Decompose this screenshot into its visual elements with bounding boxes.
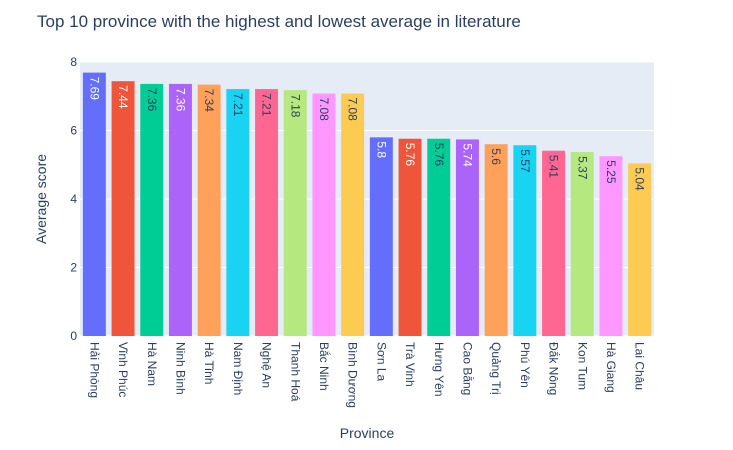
bar-value-label: 7.36: [145, 88, 159, 112]
bar-value-label: 5.6: [489, 148, 503, 165]
y-axis-ticks: 0 2 4 6 8: [70, 55, 77, 343]
bar-value-label: 5.41: [547, 155, 561, 179]
bar[interactable]: [140, 83, 164, 336]
bar-value-label: 7.36: [173, 88, 187, 112]
x-tick-label: Bắc Ninh: [317, 342, 332, 391]
chart-title: Top 10 province with the highest and low…: [37, 12, 521, 31]
x-tick-label: Hà Tĩnh: [202, 342, 216, 384]
bar-value-label: 7.18: [288, 94, 302, 118]
bar-value-label: 5.74: [460, 143, 474, 167]
bar[interactable]: [226, 89, 250, 337]
bar[interactable]: [341, 93, 365, 336]
bar[interactable]: [111, 81, 135, 337]
bar-value-label: 7.44: [116, 85, 130, 109]
x-tick-label: Nghệ An: [260, 342, 274, 388]
x-tick-label: Kon Tum: [575, 342, 589, 390]
bar-value-label: 5.37: [575, 156, 589, 180]
bar-value-label: 5.8: [374, 141, 388, 158]
bar-value-label: 5.04: [633, 167, 647, 191]
bar[interactable]: [570, 152, 594, 336]
x-axis-ticks: Hải Phòng Vĩnh Phúc Hà Nam Ninh Bình Hà Tĩnh…: [87, 342, 646, 408]
x-tick-label: Ninh Bình: [173, 342, 187, 395]
y-tick-label: 2: [70, 261, 77, 275]
x-tick-label: Cao Bằng: [460, 342, 475, 395]
bar[interactable]: [369, 137, 393, 336]
bars: [82, 72, 652, 337]
bar[interactable]: [197, 84, 221, 336]
bar[interactable]: [398, 138, 422, 336]
bar[interactable]: [542, 150, 566, 336]
y-axis-title: Average score: [33, 154, 49, 244]
x-tick-label: Sơn La: [374, 342, 388, 382]
bar[interactable]: [168, 83, 192, 336]
bar[interactable]: [484, 144, 508, 336]
bar-value-label: 7.21: [260, 93, 274, 117]
bar-value-label: 5.25: [604, 160, 618, 184]
x-tick-label: Quảng Trị: [489, 342, 503, 395]
x-tick-label: Hà Giang: [604, 342, 618, 393]
y-tick-label: 4: [70, 192, 77, 206]
y-tick-label: 0: [70, 329, 77, 343]
x-axis-title: Province: [340, 425, 395, 441]
x-tick-label: Phú Yên: [518, 342, 532, 388]
bar[interactable]: [628, 163, 652, 336]
bar[interactable]: [283, 90, 307, 337]
bar[interactable]: [255, 89, 279, 337]
x-tick-label: Vĩnh Phúc: [116, 342, 130, 397]
x-tick-label: Bình Dương: [346, 342, 360, 408]
bar-value-label: 5.76: [432, 143, 446, 167]
bar[interactable]: [599, 156, 623, 336]
x-tick-label: Hưng Yên: [432, 342, 446, 397]
bar-value-label: 7.08: [317, 98, 331, 122]
bar[interactable]: [312, 93, 336, 336]
bar-value-labels: 7.69 7.44 7.36 7.36 7.34 7.21 7.21 7.18 7.08 7.08…: [87, 77, 646, 191]
y-tick-label: 8: [70, 55, 77, 69]
bar-value-label: 5.76: [403, 143, 417, 167]
x-tick-label: Nam Định: [231, 342, 245, 395]
y-tick-label: 6: [70, 124, 77, 138]
x-tick-label: Thanh Hoá: [288, 342, 302, 402]
bar-value-label: 7.34: [202, 89, 216, 113]
x-tick-label: Đắk Nông: [547, 342, 562, 395]
x-tick-label: Hà Nam: [145, 342, 159, 386]
bar[interactable]: [455, 139, 479, 336]
bar[interactable]: [82, 72, 106, 337]
x-tick-label: Lai Châu: [633, 342, 647, 390]
bar-value-label: 7.21: [231, 93, 245, 117]
bar[interactable]: [513, 145, 537, 336]
bar[interactable]: [427, 138, 451, 336]
bar-value-label: 5.57: [518, 149, 532, 173]
bar-value-label: 7.08: [346, 98, 360, 122]
bar-value-label: 7.69: [87, 77, 101, 101]
x-tick-label: Trà Vinh: [403, 342, 417, 387]
x-tick-label: Hải Phòng: [87, 342, 101, 398]
